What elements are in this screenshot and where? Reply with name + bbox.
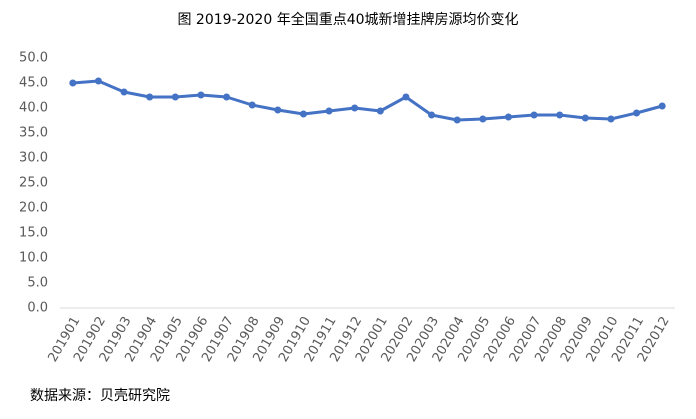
point xyxy=(120,88,128,96)
y-tick-label: 25.0 xyxy=(19,176,48,191)
y-tick-label: 15.0 xyxy=(19,226,48,241)
point xyxy=(223,93,231,101)
point xyxy=(402,93,410,101)
line xyxy=(72,79,663,122)
y-tick-label: 45.0 xyxy=(19,76,48,91)
point xyxy=(530,111,538,119)
point xyxy=(274,106,282,114)
y-tick-label: 5.0 xyxy=(27,276,48,291)
y-tick-label: 20.0 xyxy=(19,201,48,216)
source-note: 数据来源：贝壳研究院 xyxy=(30,387,170,404)
y-tick-label: 35.0 xyxy=(19,126,48,141)
y-tick-label: 0.0 xyxy=(27,301,48,316)
chart-title: 图 2019-2020 年全国重点40城新增挂牌房源均价变化 xyxy=(177,11,518,28)
y-tick-label: 30.0 xyxy=(19,151,48,166)
point xyxy=(351,104,359,112)
point xyxy=(504,113,512,121)
point xyxy=(69,79,77,87)
point xyxy=(479,115,487,123)
point xyxy=(197,91,205,99)
y-tick-label: 50.0 xyxy=(19,51,48,66)
point xyxy=(376,107,384,115)
point xyxy=(633,109,641,117)
y-tick-label: 10.0 xyxy=(19,251,48,266)
point xyxy=(94,77,102,85)
point xyxy=(325,107,333,115)
point xyxy=(658,102,666,110)
point xyxy=(171,93,179,101)
point xyxy=(428,111,436,119)
point xyxy=(299,110,307,118)
point xyxy=(556,111,564,119)
point xyxy=(453,116,461,124)
y-tick-label: 40.0 xyxy=(19,101,48,116)
point xyxy=(248,101,256,109)
point xyxy=(146,93,154,101)
point xyxy=(607,115,615,123)
point xyxy=(581,114,589,122)
